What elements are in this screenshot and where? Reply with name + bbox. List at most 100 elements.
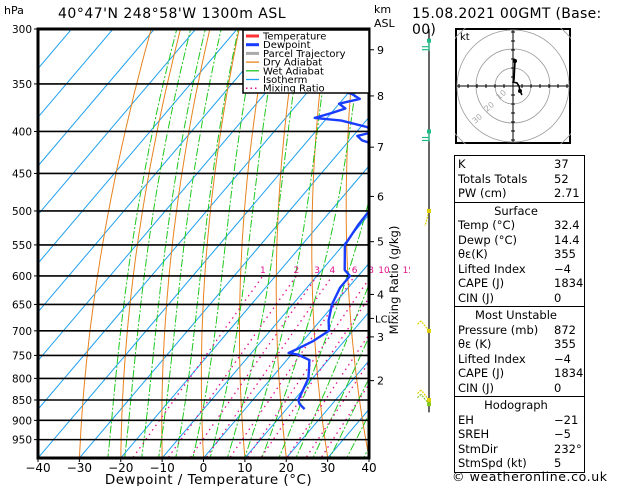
- stat-row: EH −21: [458, 413, 584, 428]
- wind-barb-staff: [420, 320, 430, 332]
- isotherm-line: [38, 29, 197, 216]
- wet-adiabat-line: [158, 29, 222, 458]
- height-tick-label: 9: [377, 44, 384, 57]
- dry-adiabat-line: [161, 29, 211, 458]
- temperature-tick-label: 30: [320, 461, 335, 475]
- stat-row: StmDir 232°: [458, 442, 584, 457]
- temperature-tick-label: −10: [149, 461, 174, 475]
- wet-adiabat-line: [226, 29, 304, 458]
- stat-label: Lifted Index: [458, 351, 526, 366]
- stat-value: 37: [554, 157, 569, 171]
- stat-row: Lifted Index −4: [458, 352, 584, 367]
- dry-adiabat-line: [78, 29, 152, 458]
- wet-adiabat-line: [346, 413, 369, 458]
- wind-barb-staff: [420, 389, 430, 401]
- dry-adiabat-line: [311, 29, 329, 458]
- stat-row: SREH −5: [458, 427, 584, 442]
- isotherm-line: [0, 4, 10, 475]
- wet-adiabat-line: [107, 29, 178, 458]
- height-tick-label: 3: [377, 331, 384, 344]
- stat-value: 0: [554, 380, 562, 395]
- wind-barb-staff: [424, 210, 430, 227]
- mixing-ratio-label: 6: [352, 266, 358, 276]
- lcl-label: LCL: [375, 314, 394, 325]
- isotherm-line: [38, 29, 114, 119]
- wet-adiabat-line: [209, 29, 280, 458]
- legend-label: Temperature: [262, 32, 326, 43]
- stat-row: CIN (J) 0: [458, 291, 584, 306]
- axes: 3003504004505005506006507007508008509009…: [12, 24, 401, 486]
- section-title: Most Unstable: [475, 308, 557, 322]
- hodograph-point: [513, 59, 517, 63]
- stability-indices-table: K 37 Totals Totals 52 PW (cm) 2.71 Surface Tem…: [454, 155, 585, 473]
- stat-value: 232°: [554, 441, 582, 456]
- stat-row: CAPE (J) 1834: [458, 276, 584, 291]
- isotherm-line: [244, 311, 369, 458]
- legend-label: Dewpoint: [263, 40, 311, 51]
- temperature-tick-label: −20: [108, 461, 133, 475]
- pressure-tick-label: 450: [12, 168, 32, 180]
- mixing-ratio-line: [228, 275, 356, 458]
- stat-label: K: [458, 157, 466, 171]
- hodograph-section: Hodograph EH −21 SREH −5 StmDir 232° StmSpd (kt…: [454, 396, 585, 473]
- section-title: Hodograph: [484, 398, 548, 412]
- dry-adiabat-line: [345, 29, 369, 458]
- stat-label: StmDir: [458, 441, 498, 456]
- stat-label: EH: [458, 412, 474, 427]
- wet-adiabat-line: [261, 29, 364, 458]
- stat-label: StmSpd (kt): [458, 456, 527, 470]
- stat-label: Lifted Index: [458, 261, 526, 276]
- stat-label: CAPE (J): [458, 366, 505, 380]
- pressure-tick-label: 550: [12, 240, 32, 252]
- temperature-tick-label: −30: [67, 461, 92, 475]
- wind-barb-flag: [416, 320, 422, 326]
- stat-label: Totals Totals: [458, 171, 528, 186]
- stat-label: Pressure (mb): [458, 322, 539, 337]
- wind-barb-flag: [416, 393, 422, 399]
- mixing-ratio-label: 4: [330, 266, 336, 276]
- height-unit-asl: ASL: [374, 17, 395, 30]
- pressure-tick-label: 600: [12, 271, 32, 283]
- stat-value: 32.4: [554, 218, 580, 232]
- stat-value: 872: [554, 322, 576, 337]
- mixing-ratio-label: 2: [294, 266, 300, 276]
- mixing-ratio-line: [167, 275, 297, 458]
- stat-row: CAPE (J) 1834: [458, 366, 584, 381]
- stat-row: Dewp (°C) 14.4: [458, 233, 584, 248]
- wet-adiabat-line: [192, 29, 258, 458]
- dry-adiabat-line: [275, 29, 299, 458]
- legend-label: Wet Adiabat: [263, 66, 324, 77]
- stat-row: Temp (°C) 32.4: [458, 218, 584, 233]
- wind-barb-staff: [420, 393, 430, 405]
- surface-section: Surface Temp (°C) 32.4 Dewp (°C) 14.4 θε(K) 35…: [454, 201, 585, 306]
- legend-box: [242, 29, 370, 94]
- stat-row: Lifted Index −4: [458, 262, 584, 277]
- indices-section: K 37 Totals Totals 52 PW (cm) 2.71: [454, 155, 585, 202]
- temperature-tick-label: −40: [25, 461, 50, 475]
- wet-adiabat-line: [278, 198, 369, 458]
- height-tick-label: 2: [377, 375, 384, 388]
- mixing-ratio-labels: 12346810152025: [260, 266, 410, 276]
- stat-label: Temp (°C): [458, 218, 516, 232]
- stat-row: K 37: [458, 157, 584, 172]
- stat-value: −4: [554, 351, 571, 366]
- wet-adiabat-line: [141, 29, 206, 458]
- stat-label: θε (K): [458, 337, 492, 351]
- legend-label: Dry Adiabat: [263, 58, 322, 69]
- height-axis-unit: km ASL: [374, 3, 395, 31]
- pressure-tick-label: 400: [12, 126, 32, 138]
- mixing-ratio-label: 8: [368, 266, 374, 276]
- mixing-ratio-axis-label: Mixing Ratio (g/kg): [387, 226, 401, 335]
- dry-adiabat-line: [239, 29, 270, 458]
- height-tick-label: 4: [377, 288, 384, 301]
- stat-value: 355: [554, 247, 576, 261]
- hodograph-point: [518, 89, 522, 93]
- isotherm-line: [202, 262, 369, 458]
- stat-label: CIN (J): [458, 290, 495, 305]
- mixing-ratio-label: 10: [378, 266, 390, 276]
- stat-label: Dewp (°C): [458, 232, 518, 247]
- temperature-tick-label: 0: [200, 461, 208, 475]
- mixing-ratio-label: 15: [403, 266, 410, 276]
